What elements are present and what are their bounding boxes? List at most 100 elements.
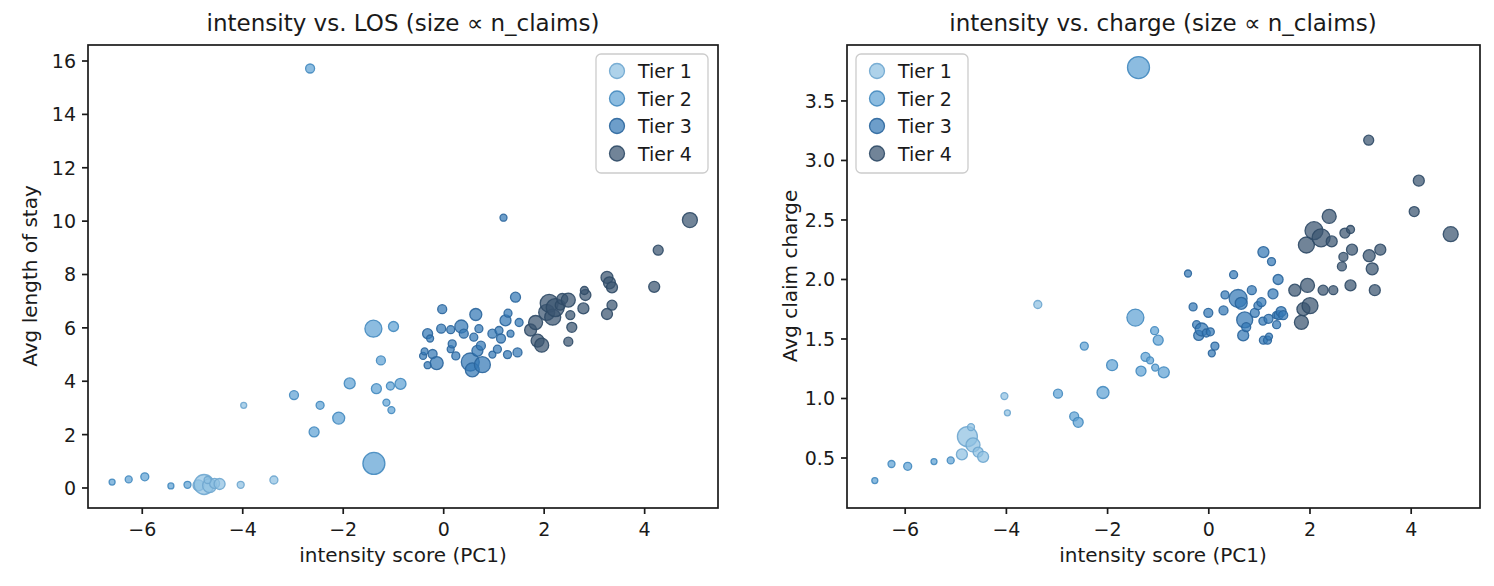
data-point-tier-3	[504, 309, 512, 317]
y-tick-label: 2	[64, 424, 76, 446]
x-tick-label: 0	[438, 518, 450, 540]
data-point-tier-4	[1366, 263, 1378, 275]
x-tick-label: 2	[538, 518, 550, 540]
chart-left-title: intensity vs. LOS (size ∝ n_claims)	[207, 10, 600, 36]
data-point-tier-3	[1257, 298, 1266, 307]
data-point-tier-3	[438, 305, 447, 314]
data-point-tier-2	[333, 412, 345, 424]
x-tick-label: −6	[128, 518, 156, 540]
data-point-tier-4	[653, 245, 663, 255]
data-point-tier-4	[578, 303, 589, 314]
data-point-tier-4	[1443, 227, 1458, 242]
y-tick-label: 2.5	[805, 209, 835, 231]
data-point-tier-3	[1264, 314, 1273, 323]
data-point-tier-2	[931, 459, 937, 465]
y-tick-label: 0	[64, 477, 76, 499]
legend-marker-tier-4	[610, 146, 625, 161]
data-point-tier-3	[474, 357, 490, 373]
data-point-tier-3	[421, 348, 428, 355]
data-point-tier-2	[363, 452, 385, 474]
data-point-tier-4	[1322, 209, 1336, 223]
scatter-charts-canvas: −6−4−20240246810121416Tier 1Tier 2Tier 3…	[0, 0, 1494, 586]
data-point-tier-4	[1413, 175, 1424, 186]
y-tick-label: 8	[64, 263, 76, 285]
data-point-tier-2	[888, 461, 895, 468]
data-point-tier-3	[1189, 303, 1197, 311]
data-point-tier-2	[1128, 57, 1150, 79]
data-point-tier-3	[430, 357, 443, 370]
data-point-tier-2	[109, 479, 115, 485]
data-point-tier-2	[872, 478, 878, 484]
data-point-tier-4	[1409, 207, 1419, 217]
data-point-tier-3	[1235, 297, 1247, 309]
data-point-tier-3	[437, 324, 446, 333]
data-point-tier-4	[561, 293, 575, 307]
data-point-tier-2	[125, 476, 132, 483]
data-point-tier-1	[270, 476, 278, 484]
data-point-tier-1	[1004, 410, 1010, 416]
data-point-tier-1	[241, 402, 247, 408]
x-tick-label: −2	[329, 518, 357, 540]
data-point-tier-3	[1206, 328, 1214, 336]
x-tick-label: −2	[1094, 518, 1122, 540]
data-point-tier-3	[497, 334, 506, 343]
data-point-tier-2	[1073, 417, 1083, 427]
data-point-tier-2	[1158, 367, 1169, 378]
x-tick-label: 4	[639, 518, 651, 540]
data-point-tier-4	[566, 311, 575, 320]
data-point-tier-2	[395, 378, 406, 389]
data-point-tier-3	[495, 327, 503, 335]
data-point-tier-4	[1339, 252, 1348, 261]
data-point-tier-4	[1345, 280, 1356, 291]
legend-label: Tier 3	[637, 115, 692, 137]
data-point-tier-2	[168, 483, 174, 489]
data-point-tier-2	[904, 462, 912, 470]
data-point-tier-3	[1268, 258, 1276, 266]
data-point-tier-2	[1107, 360, 1118, 371]
data-point-tier-4	[564, 337, 573, 346]
data-point-tier-3	[1279, 311, 1288, 320]
data-point-tier-4	[1369, 285, 1380, 296]
data-point-tier-4	[682, 213, 697, 228]
data-point-tier-4	[567, 322, 577, 332]
x-tick-label: −4	[992, 518, 1020, 540]
y-tick-label: 3.5	[805, 90, 835, 112]
chart-left-xaxis-label: intensity score (PC1)	[299, 543, 507, 567]
legend-label: Tier 2	[897, 88, 952, 110]
data-point-tier-4	[535, 338, 549, 352]
data-point-tier-2	[383, 399, 390, 406]
data-point-tier-4	[1375, 244, 1386, 255]
y-tick-label: 2.0	[805, 268, 835, 290]
data-point-tier-4	[1347, 226, 1355, 234]
data-point-tier-3	[515, 319, 523, 327]
data-point-tier-2	[1097, 387, 1109, 399]
data-point-tier-3	[452, 352, 460, 360]
data-point-tier-3	[1219, 306, 1228, 315]
legend-marker-tier-1	[870, 64, 885, 79]
data-point-tier-3	[1247, 286, 1256, 295]
y-tick-label: 3.0	[805, 149, 835, 171]
data-point-tier-2	[1127, 309, 1144, 326]
data-point-tier-2	[376, 356, 385, 365]
x-tick-label: 2	[1304, 518, 1316, 540]
data-point-tier-4	[1301, 278, 1315, 292]
data-point-tier-1	[214, 479, 225, 490]
chart-right-yaxis-label: Avg claim charge	[778, 190, 802, 362]
data-point-tier-4	[1329, 286, 1338, 295]
data-point-tier-2	[1147, 357, 1154, 364]
data-point-tier-2	[386, 382, 394, 390]
data-point-tier-3	[504, 351, 512, 359]
x-tick-label: 4	[1405, 518, 1417, 540]
data-point-tier-3	[1204, 308, 1213, 317]
data-point-tier-3	[470, 309, 482, 321]
data-point-tier-2	[290, 391, 299, 400]
data-point-tier-2	[388, 407, 395, 414]
legend-marker-tier-4	[870, 146, 885, 161]
data-point-tier-3	[1208, 350, 1215, 357]
data-point-tier-2	[1152, 364, 1159, 371]
data-point-tier-4	[1347, 244, 1358, 255]
data-point-tier-3	[470, 333, 478, 341]
data-point-tier-1	[204, 477, 211, 484]
data-point-tier-4	[602, 309, 613, 320]
data-point-tier-3	[1266, 333, 1273, 340]
